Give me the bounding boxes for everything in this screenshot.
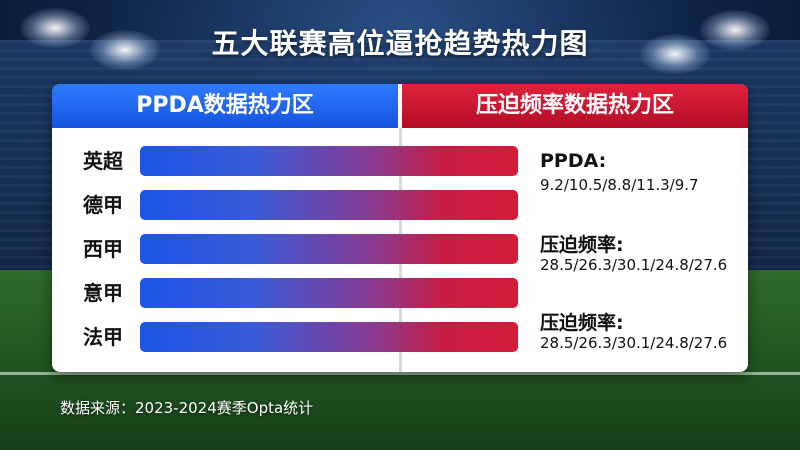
ppda-zone-header: PPDA数据热力区 [52,84,398,128]
pitch-line [0,372,800,375]
pressing-annotation-label-2: 压迫频率: [540,312,624,334]
floodlight-right [700,10,770,50]
pressing-annotation-label: 压迫频率: [540,234,624,256]
league-label: 法甲 [83,325,123,349]
ppda-annotation-values: 9.2/10.5/8.8/11.3/9.7 [540,176,699,194]
pressing-annotation-values-2: 28.5/26.3/30.1/24.8/27.6 [540,334,728,352]
heatmap-panel: PPDA数据热力区 压迫频率数据热力区 英超德甲西甲意甲法甲 PPDA: 9.2… [52,84,748,372]
heat-bar [140,146,518,176]
ppda-annotation-label: PPDA: [540,150,607,172]
league-label: 英超 [83,149,123,173]
floodlight-left [20,8,90,48]
heat-bar [140,190,518,220]
data-source: 数据来源：2023-2024赛季Opta统计 [60,399,314,417]
floodlight-left-2 [90,30,160,70]
league-label: 西甲 [83,237,123,261]
heat-bar [140,278,518,308]
pressing-frequency-zone-header: 压迫频率数据热力区 [402,84,748,128]
league-label: 意甲 [83,281,123,305]
heat-bar [140,322,518,352]
heat-bar [140,234,518,264]
league-label: 德甲 [83,193,123,217]
pressing-annotation-values: 28.5/26.3/30.1/24.8/27.6 [540,256,728,274]
chart-title: 五大联赛高位逼抢趋势热力图 [211,27,589,60]
floodlight-right-2 [640,34,710,74]
